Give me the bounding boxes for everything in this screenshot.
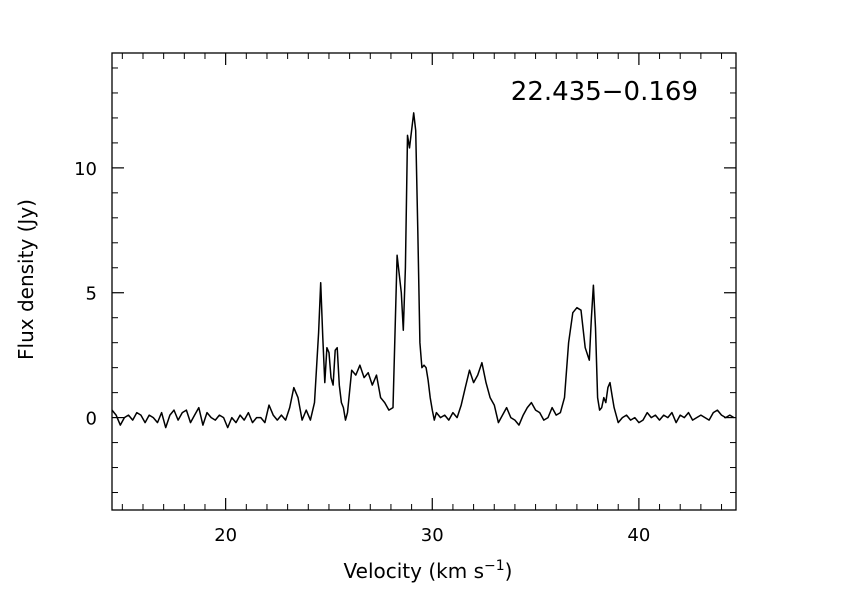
x-tick-label: 30 bbox=[421, 525, 444, 546]
x-tick-labels: 20 30 40 bbox=[214, 525, 650, 546]
series-line-spectrum bbox=[111, 112, 735, 429]
x-axis-title-sup: −1 bbox=[484, 558, 505, 574]
plot-frame bbox=[111, 52, 737, 511]
minor-ticks bbox=[112, 53, 736, 510]
x-axis-title-main: Velocity (km s bbox=[344, 559, 484, 583]
x-tick-label: 40 bbox=[627, 525, 650, 546]
major-ticks bbox=[112, 53, 736, 510]
source-annotation: 22.435−0.169 bbox=[511, 77, 698, 107]
y-tick-labels: 0 5 10 bbox=[74, 159, 97, 430]
y-tick-label: 0 bbox=[86, 409, 97, 430]
y-tick-label: 10 bbox=[74, 159, 97, 180]
x-axis-title-close: ) bbox=[505, 559, 513, 583]
y-axis-title: Flux density (Jy) bbox=[14, 199, 38, 360]
y-tick-label: 5 bbox=[86, 284, 97, 305]
x-tick-label: 20 bbox=[214, 525, 237, 546]
x-axis-title: Velocity (km s−1) bbox=[344, 558, 513, 583]
